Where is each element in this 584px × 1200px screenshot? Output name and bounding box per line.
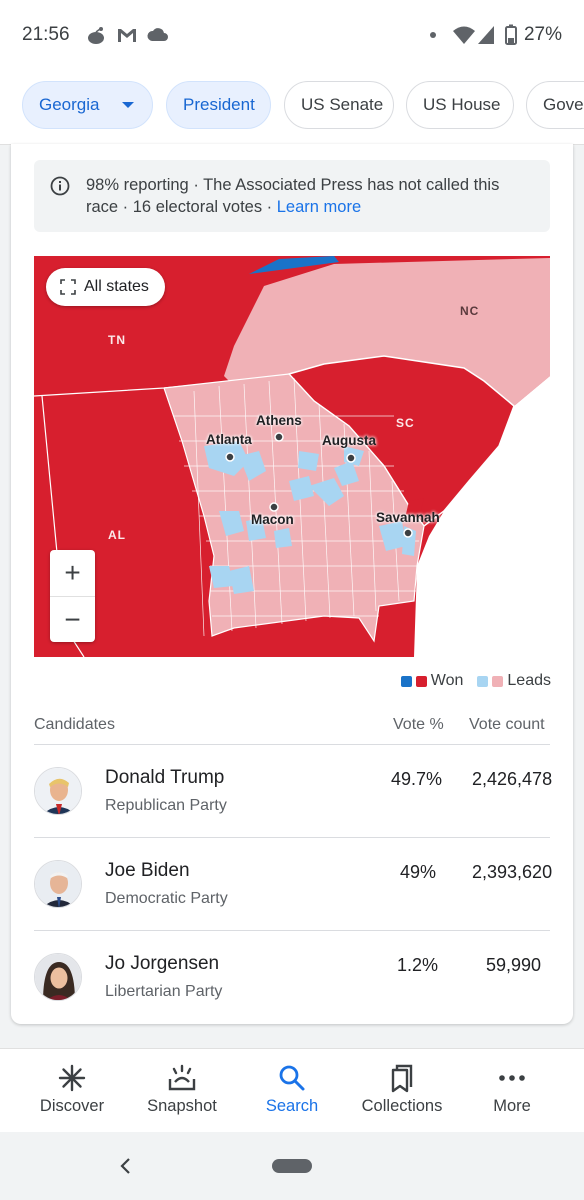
avatar-jo-jorgensen <box>34 953 82 1001</box>
nav-snapshot-label: Snapshot <box>147 1097 217 1115</box>
city-label-savannah: Savannah <box>376 510 440 525</box>
state-label-sc: SC <box>396 416 415 430</box>
nav-discover-label: Discover <box>39 1097 105 1115</box>
legend-leads-label: Leads <box>507 672 551 689</box>
city-label-macon: Macon <box>251 512 294 527</box>
asterisk-icon <box>58 1064 86 1092</box>
legend-won-label: Won <box>430 672 464 689</box>
header-vote-count: Vote count <box>469 716 545 733</box>
chip-governor-label: Gover <box>543 95 584 114</box>
chip-president-label: President <box>183 95 255 114</box>
chip-governor[interactable]: Gover <box>526 81 584 129</box>
nav-more-label: More <box>493 1097 531 1115</box>
reporting-notice: 98% reporting · The Associated Press has… <box>34 160 550 232</box>
vote-count: 2,393,620 <box>472 862 553 882</box>
header-candidates: Candidates <box>34 716 115 733</box>
nav-discover[interactable]: Discover <box>17 1063 127 1116</box>
search-icon <box>279 1065 305 1091</box>
header-vote-pct: Vote % <box>393 716 444 733</box>
table-row[interactable]: Donald Trump Republican Party 49.7% 2,42… <box>34 745 553 837</box>
signal-icon <box>478 26 494 44</box>
bookmarks-icon <box>391 1064 413 1093</box>
city-label-athens: Athens <box>256 413 302 428</box>
back-chevron-icon[interactable] <box>118 1156 134 1176</box>
zoom-controls: + − <box>50 550 95 642</box>
chip-us-house[interactable]: US House <box>406 81 514 129</box>
candidate-name: Joe Biden <box>105 860 190 881</box>
vote-count: 2,426,478 <box>472 769 553 789</box>
legend-rep-won-swatch <box>415 675 427 687</box>
candidate-name: Jo Jorgensen <box>105 953 220 974</box>
divider <box>34 930 550 931</box>
table-row[interactable]: Jo Jorgensen Libertarian Party 1.2% 59,9… <box>34 931 550 1023</box>
reporting-text-body: 98% reporting · The Associated Press has… <box>86 176 500 216</box>
status-time: 21:56 <box>22 24 70 45</box>
legend-dem-leads-swatch <box>477 675 489 687</box>
legend-rep-leads-swatch <box>492 675 504 687</box>
reddit-icon <box>88 27 104 44</box>
system-gesture-bar <box>0 1132 584 1200</box>
info-icon <box>50 176 70 196</box>
status-bar: 21:56 27% <box>0 0 584 72</box>
state-label-nc: NC <box>460 304 480 318</box>
chatham-county-region <box>406 498 424 518</box>
battery-percent: 27% <box>523 24 562 45</box>
vote-percent: 49% <box>400 862 437 882</box>
vote-count: 59,990 <box>486 955 542 975</box>
table-row[interactable]: Joe Biden Democratic Party 49% 2,393,620 <box>34 838 553 930</box>
battery-icon <box>505 24 517 45</box>
zoom-in-button[interactable]: + <box>50 550 95 597</box>
avatar-donald-trump <box>34 767 82 815</box>
vote-percent: 1.2% <box>397 955 439 975</box>
nav-collections[interactable]: Collections <box>347 1063 457 1116</box>
notification-dot-icon <box>430 32 436 38</box>
map-legend: Won Leads <box>400 672 551 690</box>
chip-georgia-label: Georgia <box>39 95 100 114</box>
candidate-name: Donald Trump <box>105 767 225 788</box>
nav-more[interactable]: More <box>457 1063 567 1116</box>
legend-dem-won-swatch <box>400 675 412 687</box>
all-states-label: All states <box>84 278 149 295</box>
all-states-button[interactable]: All states <box>46 268 165 306</box>
nav-collections-label: Collections <box>361 1097 443 1115</box>
state-label-tn: TN <box>108 333 126 347</box>
home-pill[interactable] <box>272 1159 312 1173</box>
chip-us-house-label: US House <box>423 95 501 114</box>
expand-icon <box>60 279 76 295</box>
democratic-lead-counties <box>204 441 416 594</box>
chip-georgia[interactable]: Georgia <box>22 81 153 129</box>
results-card: 98% reporting · The Associated Press has… <box>11 144 573 1024</box>
vote-percent: 49.7% <box>391 769 443 789</box>
city-label-augusta: Augusta <box>322 433 376 448</box>
election-filter-chips: Georgia President US Senate US House Gov… <box>0 72 584 145</box>
wifi-icon <box>453 26 475 44</box>
divider <box>34 837 550 838</box>
nav-search-label: Search <box>265 1097 319 1115</box>
nav-search[interactable]: Search <box>237 1063 347 1116</box>
map-canvas <box>34 256 550 657</box>
city-label-atlanta: Atlanta <box>206 432 252 447</box>
gmail-icon <box>118 29 136 42</box>
election-map[interactable]: TN NC SC AL Athens Atlanta Augusta Macon… <box>34 256 550 657</box>
reporting-text: 98% reporting · The Associated Press has… <box>86 174 536 218</box>
chip-us-senate-label: US Senate <box>301 95 384 114</box>
more-dots-icon <box>499 1075 525 1081</box>
avatar-joe-biden <box>34 860 82 908</box>
cloud-icon <box>147 28 168 41</box>
zoom-out-button[interactable]: − <box>64 604 81 635</box>
chip-us-senate[interactable]: US Senate <box>284 81 394 129</box>
state-label-al: AL <box>108 528 126 542</box>
nav-snapshot[interactable]: Snapshot <box>127 1063 237 1116</box>
bottom-navigation: Discover Snapshot Search Collections Mor… <box>0 1048 584 1133</box>
chip-president[interactable]: President <box>166 81 271 129</box>
virginia-region <box>249 256 339 274</box>
dropdown-arrow-icon <box>122 102 135 108</box>
divider <box>34 744 550 745</box>
candidate-party: Libertarian Party <box>105 983 223 1000</box>
snapshot-icon <box>168 1064 196 1091</box>
candidate-party: Democratic Party <box>105 890 228 907</box>
learn-more-link[interactable]: Learn more <box>276 198 362 216</box>
candidate-party: Republican Party <box>105 797 227 814</box>
ocean-region <box>414 376 550 657</box>
